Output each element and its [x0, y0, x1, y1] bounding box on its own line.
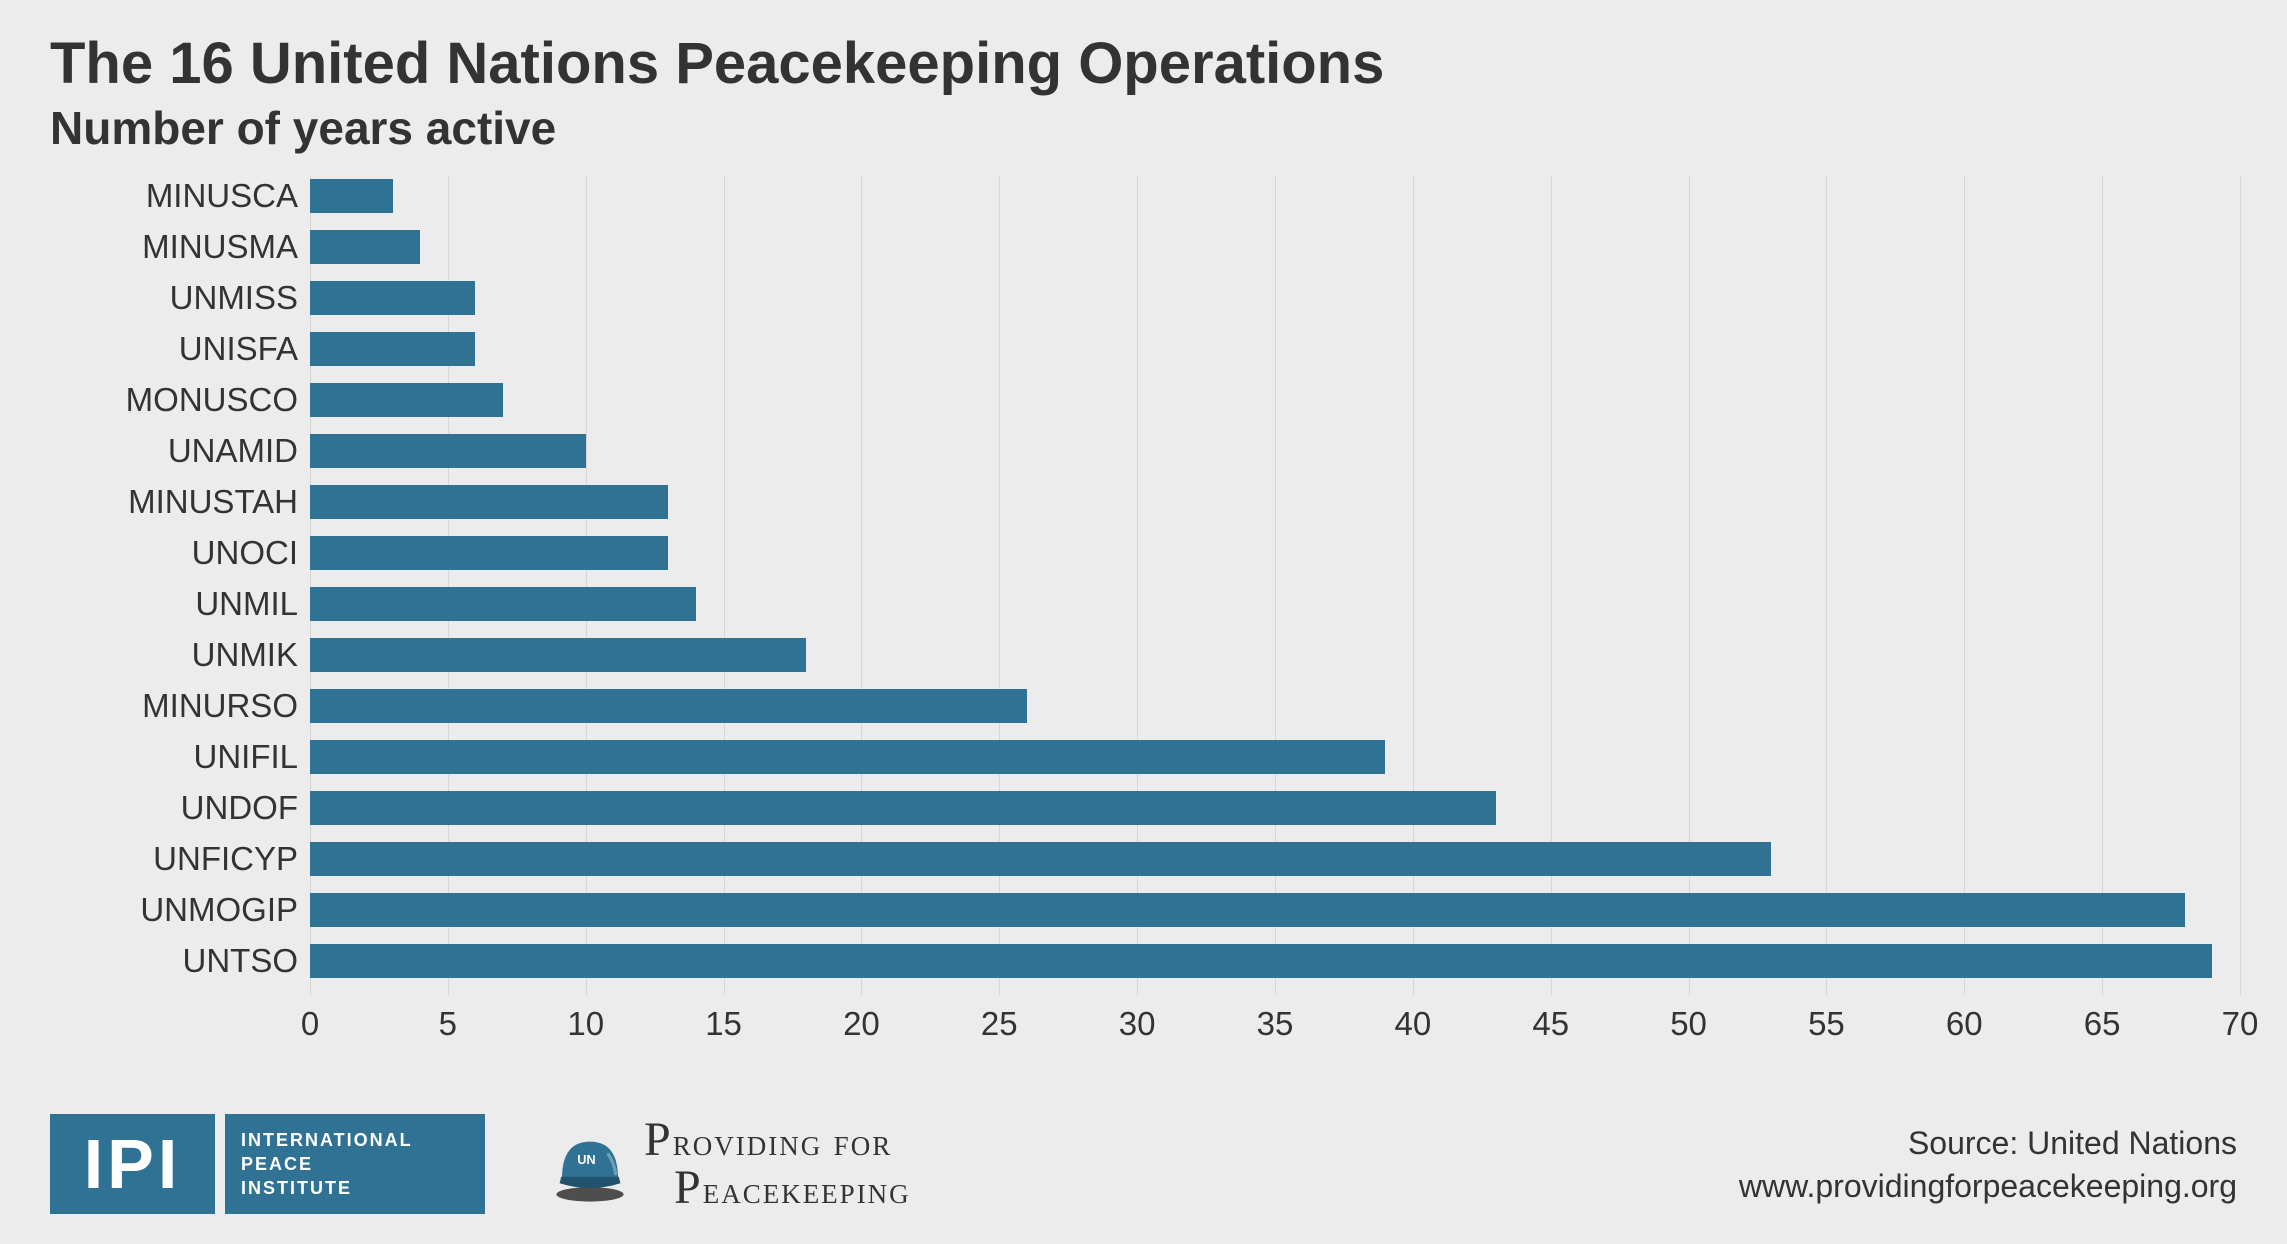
- x-tick-label: 30: [1119, 1005, 1156, 1043]
- x-tick-label: 25: [981, 1005, 1018, 1043]
- pfp-line2-initial: P: [674, 1161, 703, 1214]
- grid-line: [1826, 175, 1827, 995]
- footer: IPI INTERNATIONAL PEACE INSTITUTE UN Pro…: [50, 1104, 2237, 1214]
- y-axis-label: MINUSCA: [48, 179, 298, 213]
- ipi-logo-text: INTERNATIONAL PEACE INSTITUTE: [225, 1114, 485, 1214]
- y-axis-label: UNOCI: [48, 536, 298, 570]
- chart-title: The 16 United Nations Peacekeeping Opera…: [50, 30, 1384, 97]
- x-tick-label: 10: [567, 1005, 604, 1043]
- x-tick-label: 45: [1532, 1005, 1569, 1043]
- bar: [310, 230, 420, 264]
- y-axis-label: UNIFIL: [48, 740, 298, 774]
- bar: [310, 587, 696, 621]
- source-line-2: www.providingforpeacekeeping.org: [1739, 1165, 2237, 1208]
- ipi-logo-badge: IPI: [50, 1114, 215, 1214]
- y-axis-label: UNISFA: [48, 332, 298, 366]
- x-tick-label: 40: [1394, 1005, 1431, 1043]
- grid-line: [2102, 175, 2103, 995]
- grid-line: [2240, 175, 2241, 995]
- bar: [310, 842, 1771, 876]
- y-axis-label: UNDOF: [48, 791, 298, 825]
- x-tick-label: 50: [1670, 1005, 1707, 1043]
- bar: [310, 791, 1496, 825]
- x-tick-label: 65: [2084, 1005, 2121, 1043]
- x-tick-label: 35: [1257, 1005, 1294, 1043]
- y-axis-label: UNMOGIP: [48, 893, 298, 927]
- pfp-line1-rest: roviding for: [673, 1122, 893, 1164]
- y-axis-label: MONUSCO: [48, 383, 298, 417]
- source-line-1: Source: United Nations: [1739, 1122, 2237, 1165]
- bar: [310, 638, 806, 672]
- x-tick-label: 5: [439, 1005, 457, 1043]
- y-axis-label: UNMIL: [48, 587, 298, 621]
- bar: [310, 434, 586, 468]
- x-tick-label: 60: [1946, 1005, 1983, 1043]
- title-block: The 16 United Nations Peacekeeping Opera…: [50, 30, 1384, 155]
- ipi-line-2: PEACE: [241, 1152, 485, 1176]
- y-axis-label: UNTSO: [48, 944, 298, 978]
- grid-line: [1964, 175, 1965, 995]
- y-axis-label: UNAMID: [48, 434, 298, 468]
- pfp-wordmark: Providing for Peacekeeping: [644, 1116, 911, 1212]
- ipi-line-1: INTERNATIONAL: [241, 1128, 485, 1152]
- chart-area: MINUSCA MINUSMA UNMISS UNISFA MONUSCO UNAMID M…: [50, 175, 2240, 1055]
- bar: [310, 281, 475, 315]
- bar: [310, 383, 503, 417]
- x-tick-label: 70: [2222, 1005, 2259, 1043]
- un-helmet-icon: UN: [550, 1124, 630, 1204]
- x-tick-label: 20: [843, 1005, 880, 1043]
- pfp-line1-initial: P: [644, 1113, 673, 1166]
- bar: [310, 179, 393, 213]
- bar: [310, 332, 475, 366]
- providing-for-peacekeeping-logo: UN Providing for Peacekeeping: [550, 1114, 911, 1214]
- bar: [310, 485, 668, 519]
- helmet-un-text: UN: [577, 1152, 595, 1167]
- y-axis-label: MINUSTAH: [48, 485, 298, 519]
- bar: [310, 740, 1385, 774]
- x-tick-label: 15: [705, 1005, 742, 1043]
- bar: [310, 536, 668, 570]
- y-axis-label: UNFICYP: [48, 842, 298, 876]
- y-axis-label: UNMISS: [48, 281, 298, 315]
- x-tick-label: 55: [1808, 1005, 1845, 1043]
- chart-subtitle: Number of years active: [50, 101, 1384, 155]
- y-axis-label: MINURSO: [48, 689, 298, 723]
- bar: [310, 689, 1027, 723]
- plot-region: MINUSCAMINUSMAUNMISSUNISFAMONUSCOUNAMIDM…: [310, 175, 2240, 995]
- source-attribution: Source: United Nations www.providingforp…: [1739, 1122, 2237, 1208]
- pfp-line2-rest: eacekeeping: [703, 1170, 911, 1212]
- bar: [310, 944, 2212, 978]
- y-axis-label: UNMIK: [48, 638, 298, 672]
- ipi-line-3: INSTITUTE: [241, 1176, 485, 1200]
- bar: [310, 893, 2185, 927]
- x-tick-label: 0: [301, 1005, 319, 1043]
- y-axis-label: MINUSMA: [48, 230, 298, 264]
